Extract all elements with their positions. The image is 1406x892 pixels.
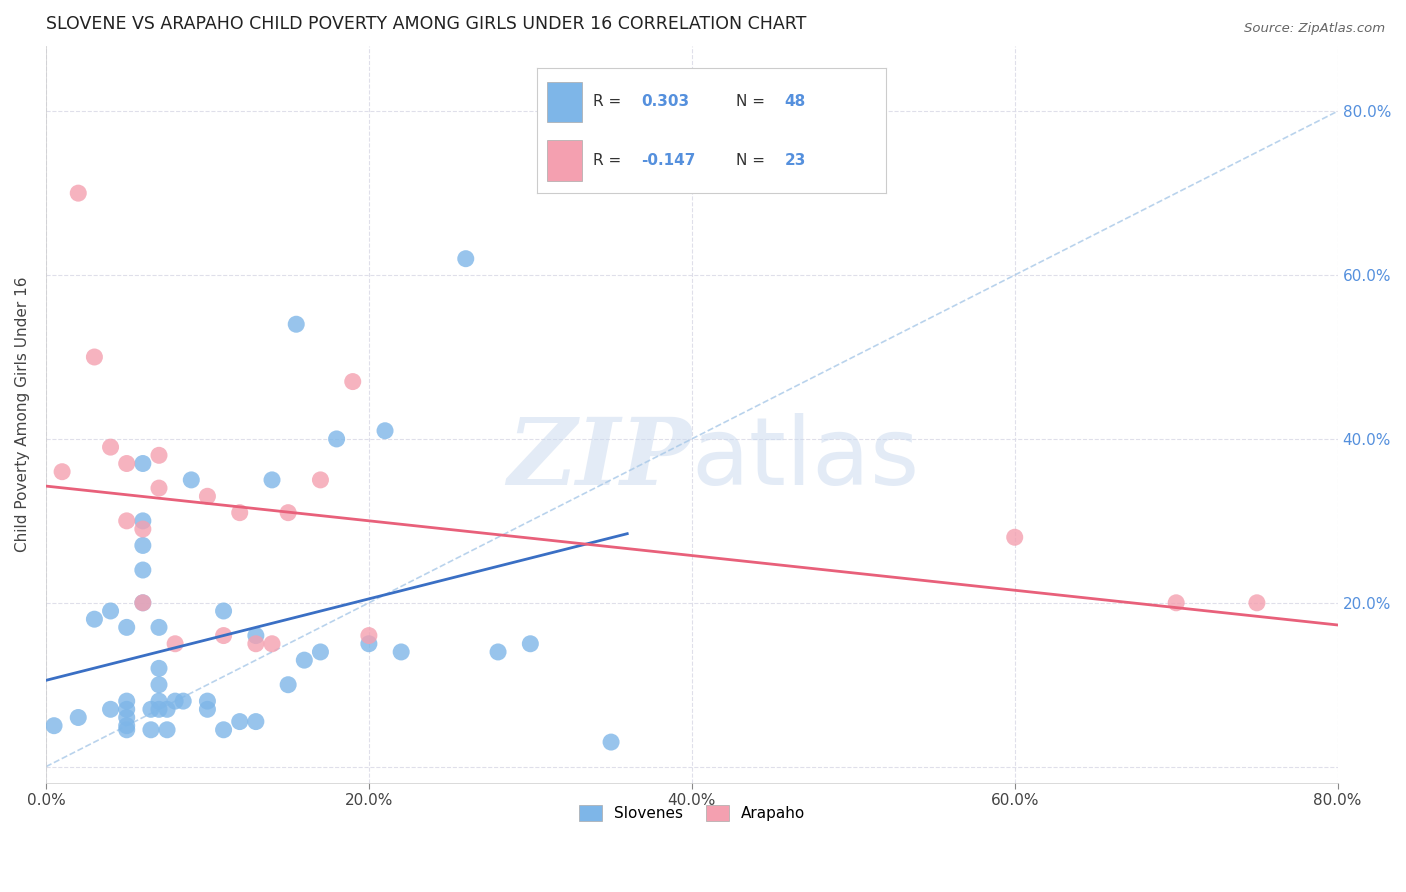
Point — [374, 424, 396, 438]
Point — [115, 514, 138, 528]
Point — [132, 563, 155, 577]
Point — [148, 702, 170, 716]
Point — [83, 350, 105, 364]
Point — [212, 629, 235, 643]
Point — [260, 637, 283, 651]
Point — [292, 653, 315, 667]
Point — [277, 678, 299, 692]
Point — [83, 612, 105, 626]
Point — [100, 604, 122, 618]
Point — [197, 694, 219, 708]
Point — [260, 473, 283, 487]
Point — [132, 596, 155, 610]
Point — [228, 506, 250, 520]
Point — [245, 637, 267, 651]
Point — [156, 702, 179, 716]
Point — [148, 448, 170, 462]
Point — [115, 457, 138, 471]
Point — [132, 596, 155, 610]
Point — [172, 694, 194, 708]
Point — [197, 489, 219, 503]
Text: Source: ZipAtlas.com: Source: ZipAtlas.com — [1244, 22, 1385, 36]
Point — [100, 440, 122, 454]
Point — [132, 538, 155, 552]
Point — [115, 702, 138, 716]
Point — [156, 723, 179, 737]
Legend: Slovenes, Arapaho: Slovenes, Arapaho — [572, 799, 811, 827]
Point — [115, 719, 138, 733]
Point — [1004, 530, 1026, 544]
Point — [115, 694, 138, 708]
Point — [519, 637, 541, 651]
Point — [357, 629, 380, 643]
Point — [115, 710, 138, 724]
Point — [148, 661, 170, 675]
Point — [212, 604, 235, 618]
Point — [228, 714, 250, 729]
Point — [115, 620, 138, 634]
Point — [389, 645, 412, 659]
Text: atlas: atlas — [692, 413, 920, 505]
Point — [285, 317, 308, 331]
Point — [67, 710, 90, 724]
Point — [132, 522, 155, 536]
Point — [165, 637, 187, 651]
Point — [212, 723, 235, 737]
Point — [148, 678, 170, 692]
Point — [115, 723, 138, 737]
Point — [165, 694, 187, 708]
Point — [454, 252, 477, 266]
Point — [139, 702, 162, 716]
Point — [100, 702, 122, 716]
Point — [148, 620, 170, 634]
Y-axis label: Child Poverty Among Girls Under 16: Child Poverty Among Girls Under 16 — [15, 277, 30, 552]
Point — [148, 694, 170, 708]
Point — [42, 719, 65, 733]
Point — [51, 465, 73, 479]
Point — [245, 629, 267, 643]
Point — [486, 645, 509, 659]
Point — [342, 375, 364, 389]
Point — [180, 473, 202, 487]
Point — [309, 645, 332, 659]
Point — [197, 702, 219, 716]
Point — [325, 432, 347, 446]
Point — [132, 514, 155, 528]
Point — [1166, 596, 1188, 610]
Point — [309, 473, 332, 487]
Text: ZIP: ZIP — [508, 414, 692, 504]
Point — [67, 186, 90, 201]
Text: SLOVENE VS ARAPAHO CHILD POVERTY AMONG GIRLS UNDER 16 CORRELATION CHART: SLOVENE VS ARAPAHO CHILD POVERTY AMONG G… — [46, 15, 807, 33]
Point — [1246, 596, 1268, 610]
Point — [357, 637, 380, 651]
Point — [139, 723, 162, 737]
Point — [600, 735, 623, 749]
Point — [148, 481, 170, 495]
Point — [277, 506, 299, 520]
Point — [132, 457, 155, 471]
Point — [245, 714, 267, 729]
